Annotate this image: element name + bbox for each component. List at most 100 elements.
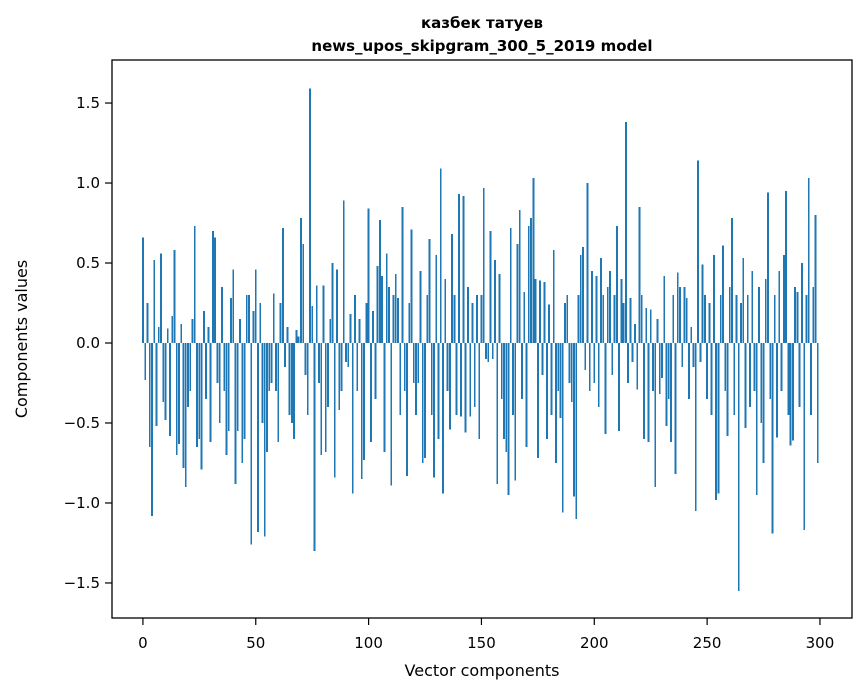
bar (299, 218, 302, 343)
bar (360, 343, 363, 479)
bar (595, 275, 598, 343)
bar (530, 218, 532, 343)
bar (345, 343, 347, 363)
bar (144, 343, 147, 380)
y-axis-label: Components values (12, 260, 31, 418)
bar (442, 343, 444, 494)
bar (776, 343, 778, 438)
bar (333, 343, 336, 478)
bar (211, 231, 214, 343)
bar (525, 343, 528, 447)
bar (573, 343, 575, 497)
bar (297, 336, 300, 343)
bar (593, 343, 596, 383)
bar (649, 309, 652, 343)
bar (536, 343, 539, 459)
bar (532, 178, 535, 343)
y-axis-ticks: −1.5 −1.0 −0.5 0.0 0.5 1.0 1.5 (64, 94, 112, 592)
bar (151, 343, 153, 516)
bar (782, 255, 785, 343)
bar (381, 275, 384, 343)
bar (654, 343, 657, 487)
bar (638, 207, 641, 343)
bar (469, 343, 472, 417)
bar (230, 298, 232, 343)
bar (527, 226, 530, 343)
bar (189, 343, 192, 391)
bar (548, 304, 551, 343)
bar (439, 168, 442, 343)
bar (780, 343, 783, 391)
bar (494, 259, 496, 343)
bar (487, 343, 490, 363)
bar (309, 88, 311, 343)
bar (175, 343, 178, 455)
x-tick-label: 300 (806, 634, 835, 652)
bar (216, 343, 219, 383)
bar (627, 343, 630, 383)
bar (451, 234, 453, 343)
bar (762, 343, 765, 463)
bar (658, 343, 661, 395)
y-tick-label: 1.5 (76, 94, 100, 112)
bar (207, 327, 210, 343)
bar (471, 303, 474, 343)
bar (690, 327, 693, 343)
bar (281, 227, 284, 343)
bar (198, 343, 201, 439)
bar (480, 295, 483, 343)
bar (406, 343, 408, 476)
bar (647, 343, 650, 443)
y-tick-label: 0.5 (76, 254, 100, 272)
bar (295, 330, 298, 343)
bar (424, 343, 426, 459)
bar (338, 343, 341, 411)
bar (521, 343, 523, 399)
bar (166, 328, 169, 343)
bar (329, 319, 332, 343)
bar (645, 307, 648, 343)
bar (715, 343, 718, 500)
bar (552, 250, 555, 343)
bar (503, 343, 505, 439)
bar (202, 311, 205, 343)
bar (336, 269, 338, 343)
bar (577, 295, 580, 343)
bar (803, 343, 806, 531)
bar (731, 218, 733, 343)
bar (401, 207, 404, 343)
bar (541, 343, 544, 375)
bar (288, 343, 291, 415)
bar (372, 311, 375, 343)
bar (753, 343, 756, 391)
bar (498, 274, 501, 343)
bar (304, 343, 307, 375)
x-tick-label: 100 (354, 634, 383, 652)
bar (462, 195, 465, 343)
chart-subtitle: news_upos_skipgram_300_5_2019 model (311, 37, 652, 55)
bar (162, 343, 165, 403)
bar (670, 343, 672, 443)
bar (290, 343, 293, 423)
bar (489, 231, 492, 343)
bar (252, 311, 255, 343)
bar (243, 343, 246, 439)
bar (313, 343, 316, 551)
bar (584, 343, 587, 371)
bar (810, 343, 812, 415)
bar (620, 279, 623, 343)
bar (773, 295, 776, 343)
bar (611, 343, 614, 375)
bar (148, 343, 151, 447)
bar (426, 295, 429, 343)
bar (374, 343, 377, 399)
bar (351, 343, 354, 494)
bar (234, 343, 237, 484)
bar (275, 343, 277, 391)
bar (688, 343, 690, 399)
bar (798, 343, 801, 407)
bar (812, 287, 815, 343)
bar (719, 295, 722, 343)
bar (182, 343, 185, 468)
